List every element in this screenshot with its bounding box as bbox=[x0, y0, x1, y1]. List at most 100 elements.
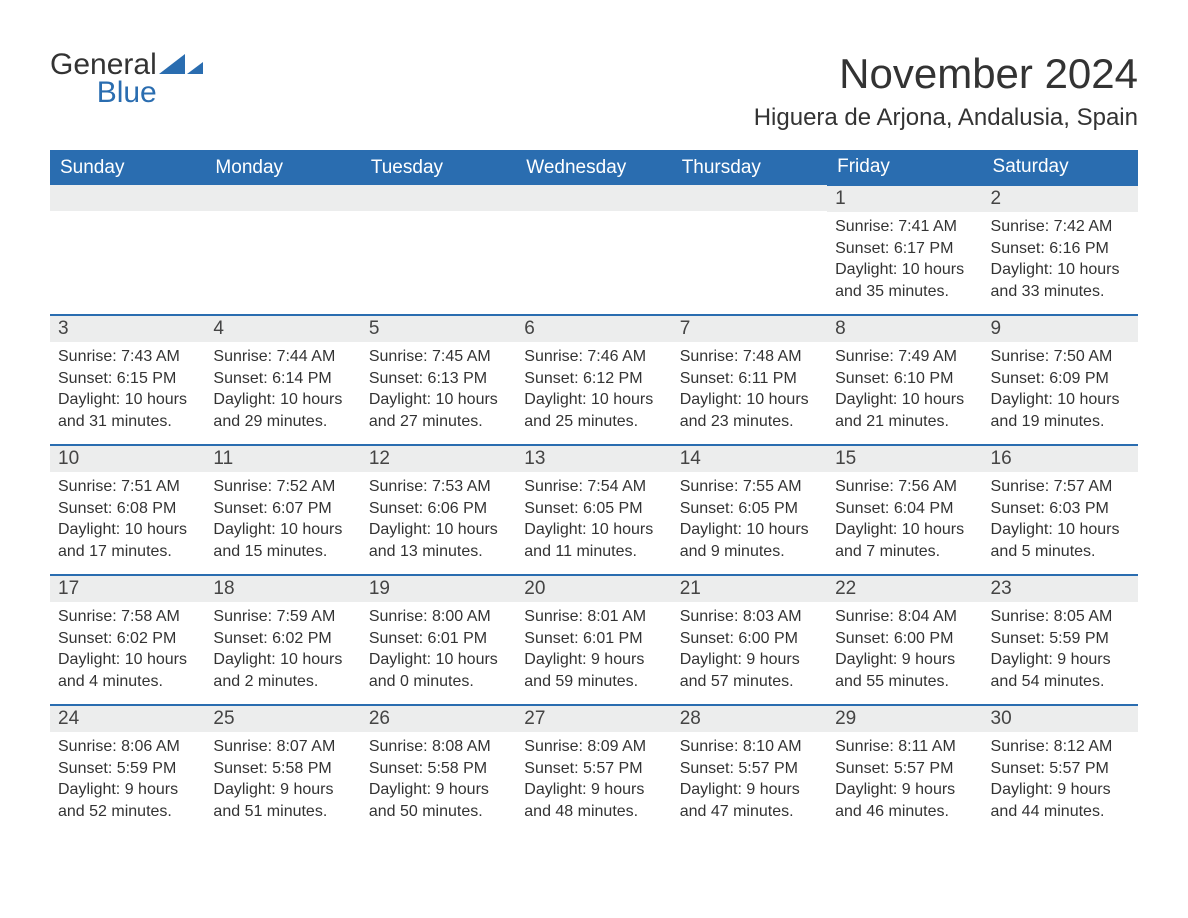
calendar-cell: 6Sunrise: 7:46 AMSunset: 6:12 PMDaylight… bbox=[516, 315, 671, 445]
page: General Blue November 2024 Higuera de Ar… bbox=[0, 0, 1188, 918]
day-details: Sunrise: 7:51 AMSunset: 6:08 PMDaylight:… bbox=[50, 472, 205, 566]
calendar-cell: 11Sunrise: 7:52 AMSunset: 6:07 PMDayligh… bbox=[205, 445, 360, 575]
day-details: Sunrise: 7:42 AMSunset: 6:16 PMDaylight:… bbox=[983, 212, 1138, 306]
daylight-text: Daylight: 10 hours and 25 minutes. bbox=[524, 389, 663, 432]
logo-mark-icon bbox=[159, 54, 203, 87]
calendar-cell: 30Sunrise: 8:12 AMSunset: 5:57 PMDayligh… bbox=[983, 705, 1138, 835]
day-number: 22 bbox=[827, 576, 982, 602]
calendar-cell bbox=[50, 185, 205, 315]
sunrise-text: Sunrise: 7:54 AM bbox=[524, 476, 663, 498]
daylight-text: Daylight: 10 hours and 13 minutes. bbox=[369, 519, 508, 562]
sunset-text: Sunset: 6:01 PM bbox=[524, 628, 663, 650]
daylight-text: Daylight: 10 hours and 29 minutes. bbox=[213, 389, 352, 432]
sunset-text: Sunset: 6:12 PM bbox=[524, 368, 663, 390]
calendar-cell: 5Sunrise: 7:45 AMSunset: 6:13 PMDaylight… bbox=[361, 315, 516, 445]
daylight-text: Daylight: 10 hours and 35 minutes. bbox=[835, 259, 974, 302]
day-number: 5 bbox=[361, 316, 516, 342]
calendar-cell: 24Sunrise: 8:06 AMSunset: 5:59 PMDayligh… bbox=[50, 705, 205, 835]
calendar-cell bbox=[361, 185, 516, 315]
calendar-cell: 17Sunrise: 7:58 AMSunset: 6:02 PMDayligh… bbox=[50, 575, 205, 705]
sunrise-text: Sunrise: 8:01 AM bbox=[524, 606, 663, 628]
sunrise-text: Sunrise: 7:44 AM bbox=[213, 346, 352, 368]
daylight-text: Daylight: 10 hours and 19 minutes. bbox=[991, 389, 1130, 432]
calendar-cell: 9Sunrise: 7:50 AMSunset: 6:09 PMDaylight… bbox=[983, 315, 1138, 445]
sunset-text: Sunset: 6:14 PM bbox=[213, 368, 352, 390]
logo: General Blue bbox=[50, 50, 203, 108]
calendar-cell: 15Sunrise: 7:56 AMSunset: 6:04 PMDayligh… bbox=[827, 445, 982, 575]
day-number-row-empty bbox=[50, 185, 205, 211]
day-number: 14 bbox=[672, 446, 827, 472]
sunrise-text: Sunrise: 8:06 AM bbox=[58, 736, 197, 758]
day-details: Sunrise: 8:01 AMSunset: 6:01 PMDaylight:… bbox=[516, 602, 671, 696]
sunset-text: Sunset: 6:05 PM bbox=[680, 498, 819, 520]
sunset-text: Sunset: 5:58 PM bbox=[369, 758, 508, 780]
daylight-text: Daylight: 10 hours and 17 minutes. bbox=[58, 519, 197, 562]
day-number: 1 bbox=[827, 186, 982, 212]
sunrise-text: Sunrise: 7:58 AM bbox=[58, 606, 197, 628]
day-details: Sunrise: 7:58 AMSunset: 6:02 PMDaylight:… bbox=[50, 602, 205, 696]
day-number: 3 bbox=[50, 316, 205, 342]
day-details: Sunrise: 8:00 AMSunset: 6:01 PMDaylight:… bbox=[361, 602, 516, 696]
day-details: Sunrise: 8:07 AMSunset: 5:58 PMDaylight:… bbox=[205, 732, 360, 826]
day-details: Sunrise: 8:08 AMSunset: 5:58 PMDaylight:… bbox=[361, 732, 516, 826]
sunset-text: Sunset: 6:00 PM bbox=[680, 628, 819, 650]
calendar-cell: 7Sunrise: 7:48 AMSunset: 6:11 PMDaylight… bbox=[672, 315, 827, 445]
day-details: Sunrise: 8:05 AMSunset: 5:59 PMDaylight:… bbox=[983, 602, 1138, 696]
sunset-text: Sunset: 5:57 PM bbox=[991, 758, 1130, 780]
day-details: Sunrise: 8:11 AMSunset: 5:57 PMDaylight:… bbox=[827, 732, 982, 826]
sunrise-text: Sunrise: 8:00 AM bbox=[369, 606, 508, 628]
daylight-text: Daylight: 9 hours and 44 minutes. bbox=[991, 779, 1130, 822]
sunset-text: Sunset: 5:59 PM bbox=[58, 758, 197, 780]
day-number: 2 bbox=[983, 186, 1138, 212]
calendar-cell: 10Sunrise: 7:51 AMSunset: 6:08 PMDayligh… bbox=[50, 445, 205, 575]
sunrise-text: Sunrise: 7:59 AM bbox=[213, 606, 352, 628]
day-details: Sunrise: 7:41 AMSunset: 6:17 PMDaylight:… bbox=[827, 212, 982, 306]
calendar-cell: 20Sunrise: 8:01 AMSunset: 6:01 PMDayligh… bbox=[516, 575, 671, 705]
calendar-cell: 12Sunrise: 7:53 AMSunset: 6:06 PMDayligh… bbox=[361, 445, 516, 575]
day-number: 21 bbox=[672, 576, 827, 602]
sunset-text: Sunset: 6:00 PM bbox=[835, 628, 974, 650]
sunrise-text: Sunrise: 7:50 AM bbox=[991, 346, 1130, 368]
daylight-text: Daylight: 9 hours and 51 minutes. bbox=[213, 779, 352, 822]
calendar-head: Sunday Monday Tuesday Wednesday Thursday… bbox=[50, 150, 1138, 185]
sunset-text: Sunset: 5:59 PM bbox=[991, 628, 1130, 650]
day-details: Sunrise: 8:06 AMSunset: 5:59 PMDaylight:… bbox=[50, 732, 205, 826]
day-details: Sunrise: 7:53 AMSunset: 6:06 PMDaylight:… bbox=[361, 472, 516, 566]
sunrise-text: Sunrise: 7:41 AM bbox=[835, 216, 974, 238]
day-details: Sunrise: 8:12 AMSunset: 5:57 PMDaylight:… bbox=[983, 732, 1138, 826]
daylight-text: Daylight: 10 hours and 7 minutes. bbox=[835, 519, 974, 562]
location-subtitle: Higuera de Arjona, Andalusia, Spain bbox=[754, 104, 1138, 132]
daylight-text: Daylight: 10 hours and 0 minutes. bbox=[369, 649, 508, 692]
daylight-text: Daylight: 9 hours and 55 minutes. bbox=[835, 649, 974, 692]
day-header: Sunday bbox=[50, 150, 205, 185]
daylight-text: Daylight: 9 hours and 46 minutes. bbox=[835, 779, 974, 822]
daylight-text: Daylight: 10 hours and 5 minutes. bbox=[991, 519, 1130, 562]
calendar-week-row: 3Sunrise: 7:43 AMSunset: 6:15 PMDaylight… bbox=[50, 315, 1138, 445]
day-number: 12 bbox=[361, 446, 516, 472]
sunrise-text: Sunrise: 7:48 AM bbox=[680, 346, 819, 368]
day-number-row-empty bbox=[672, 185, 827, 211]
day-number: 25 bbox=[205, 706, 360, 732]
daylight-text: Daylight: 10 hours and 2 minutes. bbox=[213, 649, 352, 692]
sunset-text: Sunset: 6:04 PM bbox=[835, 498, 974, 520]
sunset-text: Sunset: 6:03 PM bbox=[991, 498, 1130, 520]
title-block: November 2024 Higuera de Arjona, Andalus… bbox=[754, 50, 1138, 132]
day-details: Sunrise: 7:45 AMSunset: 6:13 PMDaylight:… bbox=[361, 342, 516, 436]
daylight-text: Daylight: 10 hours and 21 minutes. bbox=[835, 389, 974, 432]
day-number: 11 bbox=[205, 446, 360, 472]
sunrise-text: Sunrise: 8:12 AM bbox=[991, 736, 1130, 758]
sunrise-text: Sunrise: 7:52 AM bbox=[213, 476, 352, 498]
day-number: 27 bbox=[516, 706, 671, 732]
day-details: Sunrise: 8:09 AMSunset: 5:57 PMDaylight:… bbox=[516, 732, 671, 826]
calendar-week-row: 1Sunrise: 7:41 AMSunset: 6:17 PMDaylight… bbox=[50, 185, 1138, 315]
sunrise-text: Sunrise: 8:03 AM bbox=[680, 606, 819, 628]
sunrise-text: Sunrise: 7:57 AM bbox=[991, 476, 1130, 498]
day-details: Sunrise: 7:56 AMSunset: 6:04 PMDaylight:… bbox=[827, 472, 982, 566]
daylight-text: Daylight: 10 hours and 31 minutes. bbox=[58, 389, 197, 432]
calendar-cell: 27Sunrise: 8:09 AMSunset: 5:57 PMDayligh… bbox=[516, 705, 671, 835]
day-header: Thursday bbox=[672, 150, 827, 185]
day-header-row: Sunday Monday Tuesday Wednesday Thursday… bbox=[50, 150, 1138, 185]
calendar-cell: 25Sunrise: 8:07 AMSunset: 5:58 PMDayligh… bbox=[205, 705, 360, 835]
logo-word-blue: Blue bbox=[50, 78, 157, 108]
day-details: Sunrise: 7:57 AMSunset: 6:03 PMDaylight:… bbox=[983, 472, 1138, 566]
